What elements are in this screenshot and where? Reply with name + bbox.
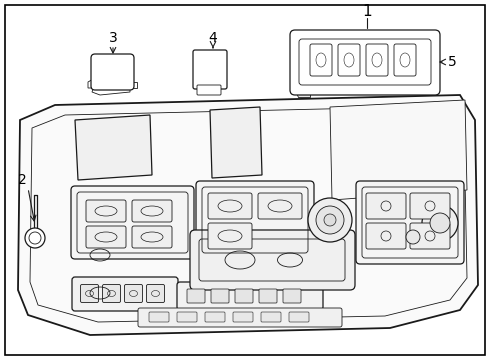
Text: 5: 5	[448, 55, 456, 69]
FancyBboxPatch shape	[102, 284, 121, 302]
Polygon shape	[330, 100, 467, 200]
FancyBboxPatch shape	[138, 308, 342, 327]
Text: 4: 4	[209, 31, 218, 45]
FancyBboxPatch shape	[196, 181, 314, 259]
FancyBboxPatch shape	[132, 200, 172, 222]
FancyBboxPatch shape	[289, 312, 309, 322]
Polygon shape	[130, 82, 137, 88]
FancyBboxPatch shape	[258, 193, 302, 219]
FancyBboxPatch shape	[80, 284, 98, 302]
FancyBboxPatch shape	[366, 223, 406, 249]
FancyBboxPatch shape	[177, 282, 323, 310]
FancyBboxPatch shape	[72, 277, 178, 311]
Circle shape	[406, 230, 420, 244]
FancyBboxPatch shape	[211, 289, 229, 303]
FancyBboxPatch shape	[233, 312, 253, 322]
FancyBboxPatch shape	[283, 289, 301, 303]
FancyBboxPatch shape	[205, 312, 225, 322]
Polygon shape	[92, 84, 130, 95]
FancyBboxPatch shape	[86, 200, 126, 222]
FancyBboxPatch shape	[147, 284, 165, 302]
FancyBboxPatch shape	[177, 312, 197, 322]
Circle shape	[430, 213, 450, 233]
Text: 2: 2	[18, 173, 26, 187]
FancyBboxPatch shape	[91, 54, 134, 90]
Circle shape	[25, 228, 45, 248]
Polygon shape	[210, 107, 262, 178]
FancyBboxPatch shape	[410, 193, 450, 219]
FancyBboxPatch shape	[187, 289, 205, 303]
FancyBboxPatch shape	[193, 50, 227, 89]
FancyBboxPatch shape	[410, 223, 450, 249]
Circle shape	[308, 198, 352, 242]
FancyBboxPatch shape	[356, 181, 464, 264]
FancyBboxPatch shape	[197, 85, 221, 95]
FancyBboxPatch shape	[261, 312, 281, 322]
Polygon shape	[18, 95, 478, 335]
Text: 3: 3	[109, 31, 118, 45]
Polygon shape	[88, 78, 95, 88]
FancyBboxPatch shape	[208, 223, 252, 249]
FancyBboxPatch shape	[208, 193, 252, 219]
Polygon shape	[295, 90, 310, 97]
FancyBboxPatch shape	[86, 226, 126, 248]
FancyBboxPatch shape	[235, 289, 253, 303]
FancyBboxPatch shape	[259, 289, 277, 303]
FancyBboxPatch shape	[132, 226, 172, 248]
FancyBboxPatch shape	[190, 230, 355, 290]
Circle shape	[422, 205, 458, 241]
FancyBboxPatch shape	[124, 284, 143, 302]
FancyBboxPatch shape	[290, 30, 440, 95]
FancyBboxPatch shape	[71, 186, 194, 259]
Circle shape	[324, 214, 336, 226]
Polygon shape	[75, 115, 152, 180]
Circle shape	[316, 206, 344, 234]
FancyBboxPatch shape	[366, 193, 406, 219]
Text: 1: 1	[362, 4, 372, 19]
FancyBboxPatch shape	[149, 312, 169, 322]
